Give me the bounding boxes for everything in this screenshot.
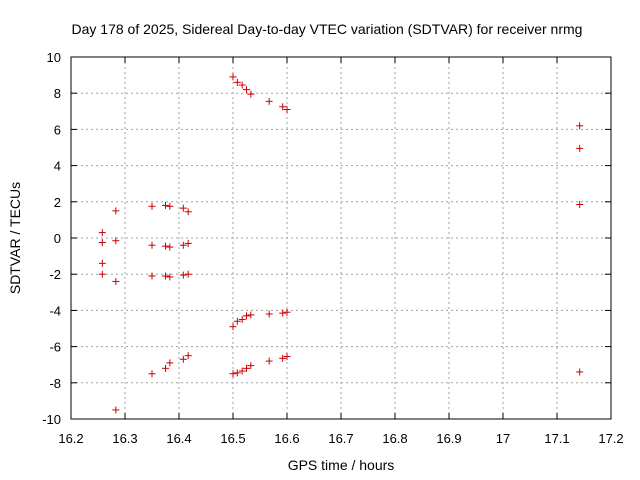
data-point [576,201,584,209]
x-tick-label: 16.2 [58,431,83,446]
data-point [98,259,106,267]
y-tick-label: -8 [49,376,61,391]
data-point [238,367,246,375]
chart-title: Day 178 of 2025, Sidereal Day-to-day VTE… [72,21,583,37]
x-tick-label: 16.7 [328,431,353,446]
data-point [112,406,120,414]
data-point [229,73,237,81]
x-tick-label: 17 [496,431,510,446]
data-point [184,208,192,216]
x-tick-label: 17.1 [544,431,569,446]
data-point [148,272,156,280]
data-point [162,272,169,280]
data-point [162,201,169,209]
data-point [179,241,187,249]
data-point [112,237,120,245]
data-point [279,103,287,111]
x-axis-title: GPS time / hours [288,457,395,473]
data-point [233,78,241,86]
data-point [576,122,584,130]
y-axis-title: SDTVAR / TECUs [7,182,23,294]
data-point [283,353,291,361]
grid-lines [71,57,611,419]
data-point [98,239,106,247]
data-point [229,323,237,331]
data-point [247,90,255,98]
x-tick-label: 16.6 [274,431,299,446]
y-tick-label: 8 [54,86,61,101]
data-point [576,368,584,376]
data-point [243,86,250,94]
data-point [184,239,192,247]
data-point [98,229,106,237]
data-point [166,359,174,367]
data-point [148,241,156,249]
data-point [166,243,174,251]
data-point [148,370,156,378]
data-point [265,310,273,318]
x-tick-label: 16.5 [220,431,245,446]
y-tick-label: 4 [54,159,61,174]
y-tick-label: 2 [54,195,61,210]
y-tick-label: -4 [49,303,61,318]
data-point [233,369,241,377]
data-point [283,308,291,316]
data-point [148,202,156,210]
y-tick-label: -2 [49,267,61,282]
data-point [162,242,169,250]
x-tick-label: 16.9 [436,431,461,446]
data-point [265,97,273,105]
data-point [162,364,169,372]
data-point [576,144,584,152]
y-tick-label: 6 [54,122,61,137]
data-point [112,207,120,215]
data-point [265,357,273,365]
data-point [243,312,250,320]
data-point [233,317,241,325]
data-point [166,202,174,210]
y-axis-tick-labels: -10 -8 -6 -4 -2 0 2 4 6 8 10 [42,50,61,427]
x-tick-label: 16.3 [112,431,137,446]
y-tick-label: -10 [42,412,61,427]
data-point [179,271,187,279]
data-points [98,73,584,414]
data-point [283,105,291,113]
data-point [279,354,287,362]
x-axis-tick-labels: 16.2 16.3 16.4 16.5 16.6 16.7 16.8 16.9 17 17.1 17… [58,431,623,446]
data-point [184,270,192,278]
data-point [179,204,187,212]
x-tick-label: 16.8 [382,431,407,446]
data-point [98,270,106,278]
y-tick-label: -6 [49,340,61,355]
data-point [243,364,250,372]
y-tick-label: 10 [47,50,61,65]
plot-frame [70,56,612,420]
data-point [238,315,246,323]
data-point [112,277,120,285]
x-tick-label: 17.2 [598,431,623,446]
data-point [238,81,246,89]
data-point [184,352,192,360]
data-point [229,370,237,378]
x-tick-label: 16.4 [166,431,191,446]
data-point [247,311,255,319]
data-point [179,355,187,363]
data-point [279,309,287,317]
y-tick-label: 0 [54,231,61,246]
data-point [166,273,174,281]
data-point [247,362,255,370]
